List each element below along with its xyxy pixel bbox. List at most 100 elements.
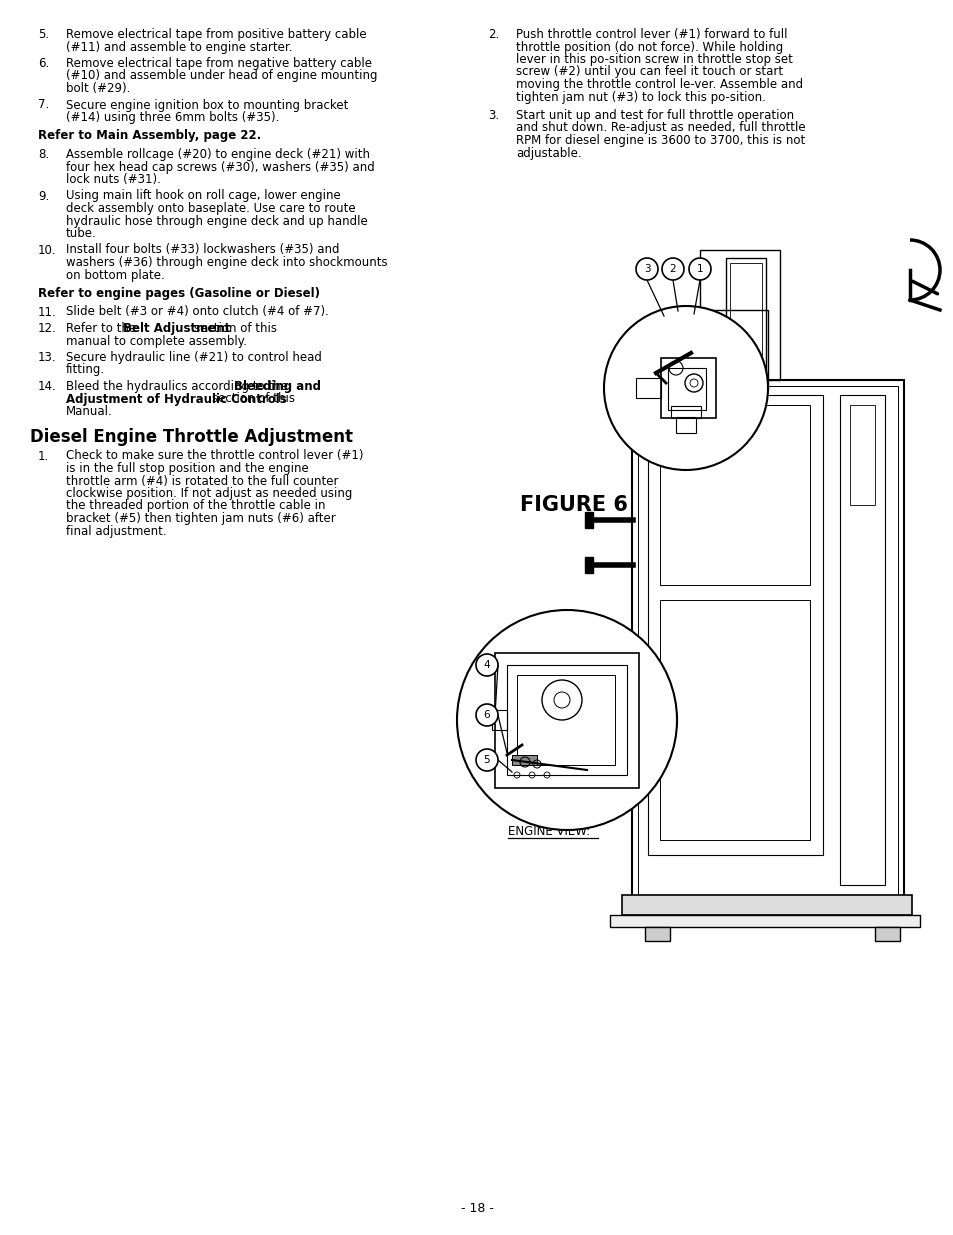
- Text: 12.: 12.: [38, 322, 56, 335]
- Bar: [609, 915, 919, 927]
- Text: adjustable.: adjustable.: [516, 147, 581, 159]
- Text: 1.: 1.: [38, 450, 50, 462]
- Text: lever in this po-sition screw in throttle stop set: lever in this po-sition screw in throttl…: [516, 53, 792, 65]
- Bar: [707, 310, 767, 390]
- Text: 6: 6: [483, 710, 490, 720]
- Bar: [700, 249, 780, 380]
- Text: Manual.: Manual.: [66, 405, 112, 417]
- Text: deck assembly onto baseplate. Use care to route: deck assembly onto baseplate. Use care t…: [66, 203, 355, 215]
- Text: throttle position (do not force). While holding: throttle position (do not force). While …: [516, 41, 782, 53]
- Circle shape: [636, 258, 658, 280]
- Text: 2: 2: [669, 264, 676, 274]
- Text: 5.: 5.: [38, 28, 49, 41]
- Text: 3.: 3.: [488, 109, 498, 122]
- Circle shape: [476, 704, 497, 726]
- Text: and shut down. Re-adjust as needed, full throttle: and shut down. Re-adjust as needed, full…: [516, 121, 804, 135]
- Text: the threaded portion of the throttle cable in: the threaded portion of the throttle cab…: [66, 499, 325, 513]
- Text: tighten jam nut (#3) to lock this po-sition.: tighten jam nut (#3) to lock this po-sit…: [516, 90, 765, 104]
- Bar: [840, 395, 884, 885]
- Bar: [729, 263, 761, 378]
- Text: Diesel Engine Throttle Adjustment: Diesel Engine Throttle Adjustment: [30, 427, 353, 446]
- Bar: [621, 895, 911, 915]
- Bar: [667, 368, 705, 410]
- Bar: [660, 358, 716, 417]
- Text: final adjustment.: final adjustment.: [66, 525, 167, 537]
- Bar: [636, 378, 660, 398]
- Text: 1: 1: [696, 264, 702, 274]
- Text: 5: 5: [483, 755, 490, 764]
- Text: Refer to Main Assembly, page 22.: Refer to Main Assembly, page 22.: [38, 130, 261, 142]
- Text: is in the full stop position and the engine: is in the full stop position and the eng…: [66, 462, 309, 475]
- Text: Belt Adjustment: Belt Adjustment: [123, 322, 234, 335]
- Text: clockwise position. If not adjust as needed using: clockwise position. If not adjust as nee…: [66, 487, 352, 500]
- Text: on bottom plate.: on bottom plate.: [66, 268, 165, 282]
- Bar: [874, 927, 899, 941]
- Text: lock nuts (#31).: lock nuts (#31).: [66, 173, 161, 186]
- Text: Refer to engine pages (Gasoline or Diesel): Refer to engine pages (Gasoline or Diese…: [38, 287, 319, 300]
- Text: Bleeding and: Bleeding and: [233, 380, 320, 393]
- Circle shape: [456, 610, 677, 830]
- Text: bolt (#29).: bolt (#29).: [66, 82, 131, 95]
- Text: 3: 3: [643, 264, 650, 274]
- Text: fitting.: fitting.: [66, 363, 105, 377]
- Text: Remove electrical tape from positive battery cable: Remove electrical tape from positive bat…: [66, 28, 366, 41]
- Bar: [676, 417, 696, 433]
- Text: Refer to the: Refer to the: [66, 322, 140, 335]
- Circle shape: [476, 655, 497, 676]
- Bar: [727, 375, 765, 395]
- Bar: [647, 395, 822, 855]
- Text: section of this: section of this: [194, 322, 277, 335]
- Bar: [670, 406, 700, 417]
- Text: Secure hydraulic line (#21) to control head: Secure hydraulic line (#21) to control h…: [66, 351, 321, 364]
- Text: Push throttle control lever (#1) forward to full: Push throttle control lever (#1) forward…: [516, 28, 786, 41]
- Text: section of this: section of this: [212, 393, 294, 405]
- Text: moving the throttle control le-ver. Assemble and: moving the throttle control le-ver. Asse…: [516, 78, 802, 91]
- Text: Remove electrical tape from negative battery cable: Remove electrical tape from negative bat…: [66, 57, 372, 70]
- Text: Check to make sure the throttle control lever (#1): Check to make sure the throttle control …: [66, 450, 363, 462]
- Bar: [517, 676, 615, 764]
- Text: screw (#2) until you can feel it touch or start: screw (#2) until you can feel it touch o…: [516, 65, 782, 79]
- Bar: [659, 600, 809, 840]
- Text: - 18 -: - 18 -: [460, 1202, 493, 1215]
- Bar: [725, 258, 765, 383]
- Text: tube.: tube.: [66, 227, 96, 240]
- Bar: [495, 653, 639, 788]
- Text: Assemble rollcage (#20) to engine deck (#21) with: Assemble rollcage (#20) to engine deck (…: [66, 148, 370, 161]
- Text: ENGINE VIEW:: ENGINE VIEW:: [507, 825, 590, 839]
- Text: FIGURE 6: FIGURE 6: [519, 495, 627, 515]
- Text: manual to complete assembly.: manual to complete assembly.: [66, 335, 247, 347]
- Text: 11.: 11.: [38, 305, 56, 319]
- Bar: [849, 405, 874, 505]
- Text: 4: 4: [483, 659, 490, 671]
- Text: 14.: 14.: [38, 380, 56, 393]
- Bar: [506, 664, 626, 776]
- Circle shape: [688, 258, 710, 280]
- Circle shape: [661, 258, 683, 280]
- Bar: [638, 387, 897, 904]
- Text: RPM for diesel engine is 3600 to 3700, this is not: RPM for diesel engine is 3600 to 3700, t…: [516, 135, 804, 147]
- Circle shape: [603, 306, 767, 471]
- Text: 9.: 9.: [38, 189, 50, 203]
- Text: Slide belt (#3 or #4) onto clutch (#4 of #7).: Slide belt (#3 or #4) onto clutch (#4 of…: [66, 305, 329, 319]
- Text: (#14) using three 6mm bolts (#35).: (#14) using three 6mm bolts (#35).: [66, 111, 279, 124]
- Bar: [512, 755, 537, 764]
- Bar: [631, 380, 903, 910]
- Text: hydraulic hose through engine deck and up handle: hydraulic hose through engine deck and u…: [66, 215, 367, 227]
- Text: Adjustment of Hydraulic Controls: Adjustment of Hydraulic Controls: [66, 393, 291, 405]
- Text: (#10) and assemble under head of engine mounting: (#10) and assemble under head of engine …: [66, 69, 377, 83]
- Text: bracket (#5) then tighten jam nuts (#6) after: bracket (#5) then tighten jam nuts (#6) …: [66, 513, 335, 525]
- Text: (#11) and assemble to engine starter.: (#11) and assemble to engine starter.: [66, 41, 293, 53]
- Text: 7.: 7.: [38, 99, 50, 111]
- Bar: [492, 710, 506, 730]
- Text: four hex head cap screws (#30), washers (#35) and: four hex head cap screws (#30), washers …: [66, 161, 375, 173]
- Bar: [659, 405, 809, 585]
- Text: Secure engine ignition box to mounting bracket: Secure engine ignition box to mounting b…: [66, 99, 348, 111]
- Text: 2.: 2.: [488, 28, 498, 41]
- Text: Start unit up and test for full throttle operation: Start unit up and test for full throttle…: [516, 109, 793, 122]
- Bar: [584, 513, 593, 529]
- Text: washers (#36) through engine deck into shockmounts: washers (#36) through engine deck into s…: [66, 256, 387, 269]
- Text: 10.: 10.: [38, 243, 56, 257]
- Text: throttle arm (#4) is rotated to the full counter: throttle arm (#4) is rotated to the full…: [66, 474, 338, 488]
- Text: 8.: 8.: [38, 148, 49, 161]
- Text: Bleed the hydraulics according to the: Bleed the hydraulics according to the: [66, 380, 292, 393]
